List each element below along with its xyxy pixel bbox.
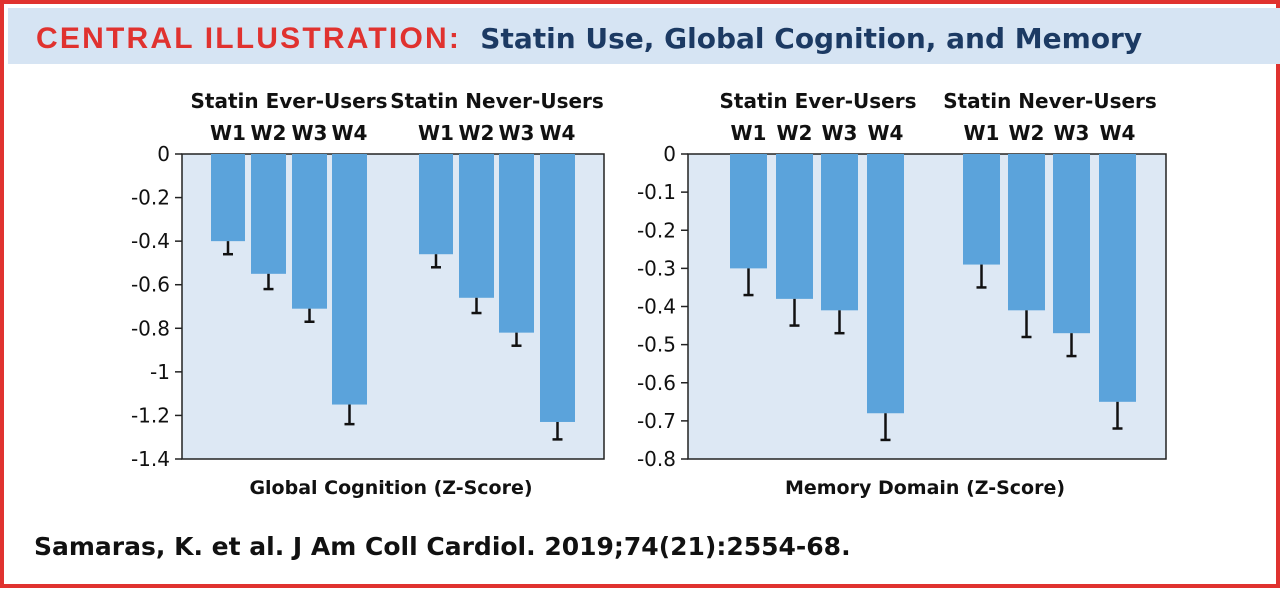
y-tick-label: -0.2: [637, 218, 676, 242]
category-label: W1: [964, 121, 1000, 145]
bar: [459, 154, 494, 298]
category-label: W3: [292, 121, 328, 145]
bar: [540, 154, 575, 422]
banner-title: CENTRAL ILLUSTRATION: Statin Use, Global…: [36, 20, 1142, 57]
y-tick-label: -0.8: [637, 447, 676, 471]
category-label: W4: [1100, 121, 1136, 145]
y-tick-label: 0: [663, 142, 676, 166]
title-banner: CENTRAL ILLUSTRATION: Statin Use, Global…: [8, 8, 1280, 64]
global-cognition-chart: 0 -0.2 -0.4 -0.6 -0.8 -1 -1.2 -1.4 Statin Ever-U…: [131, 89, 605, 499]
bar: [776, 154, 813, 299]
y-tick-label: -0.6: [131, 273, 170, 297]
citation: Samaras, K. et al. J Am Coll Cardiol. 20…: [34, 532, 851, 561]
y-tick-label: -0.2: [131, 186, 170, 210]
category-label: W4: [868, 121, 904, 145]
y-tick-label: -1: [150, 360, 170, 384]
category-label: W3: [499, 121, 535, 145]
group-label: Statin Ever-Users: [191, 89, 388, 113]
y-tick-label: -0.8: [131, 316, 170, 340]
x-axis-label: Global Cognition (Z-Score): [249, 477, 532, 499]
bar: [251, 154, 286, 274]
category-label: W4: [540, 121, 576, 145]
bar: [499, 154, 534, 333]
memory-domain-chart: 0 -0.1 -0.2 -0.3 -0.4 -0.5 -0.6 -0.7 -0.8 Statin …: [637, 89, 1167, 499]
bar: [1099, 154, 1136, 402]
bar: [1053, 154, 1090, 334]
bar: [419, 154, 453, 255]
y-tick-label: -0.4: [637, 295, 676, 319]
y-tick-label: -0.6: [637, 371, 676, 395]
y-tick-label: -0.7: [637, 409, 676, 433]
bar: [867, 154, 904, 414]
bar: [963, 154, 1000, 265]
banner-label: CENTRAL ILLUSTRATION:: [36, 22, 462, 55]
group-label: Statin Ever-Users: [720, 89, 917, 113]
x-axis-label: Memory Domain (Z-Score): [785, 477, 1065, 499]
category-label: W2: [251, 121, 287, 145]
category-label: W2: [459, 121, 495, 145]
category-label: W2: [777, 121, 813, 145]
category-label: W1: [418, 121, 454, 145]
category-label: W3: [1054, 121, 1090, 145]
bar: [332, 154, 367, 405]
banner-subject: Statin Use, Global Cognition, and Memory: [480, 22, 1143, 55]
category-label: W3: [822, 121, 858, 145]
bar: [730, 154, 767, 269]
y-tick-label: -0.1: [637, 180, 676, 204]
y-tick-label: 0: [157, 142, 170, 166]
y-tick-label: -0.5: [637, 333, 676, 357]
bar: [292, 154, 327, 309]
group-label: Statin Never-Users: [943, 89, 1157, 113]
charts-canvas: 0 -0.2 -0.4 -0.6 -0.8 -1 -1.2 -1.4 Statin Ever-U…: [131, 89, 1167, 499]
y-tick-label: -0.3: [637, 256, 676, 280]
y-tick-label: -0.4: [131, 229, 170, 253]
bar: [821, 154, 858, 311]
category-label: W1: [210, 121, 246, 145]
category-label: W1: [731, 121, 767, 145]
category-label: W4: [332, 121, 368, 145]
bar: [1008, 154, 1045, 311]
bar: [211, 154, 245, 242]
category-label: W2: [1009, 121, 1045, 145]
y-tick-label: -1.4: [131, 447, 170, 471]
y-tick-label: -1.2: [131, 403, 170, 427]
group-label: Statin Never-Users: [390, 89, 604, 113]
